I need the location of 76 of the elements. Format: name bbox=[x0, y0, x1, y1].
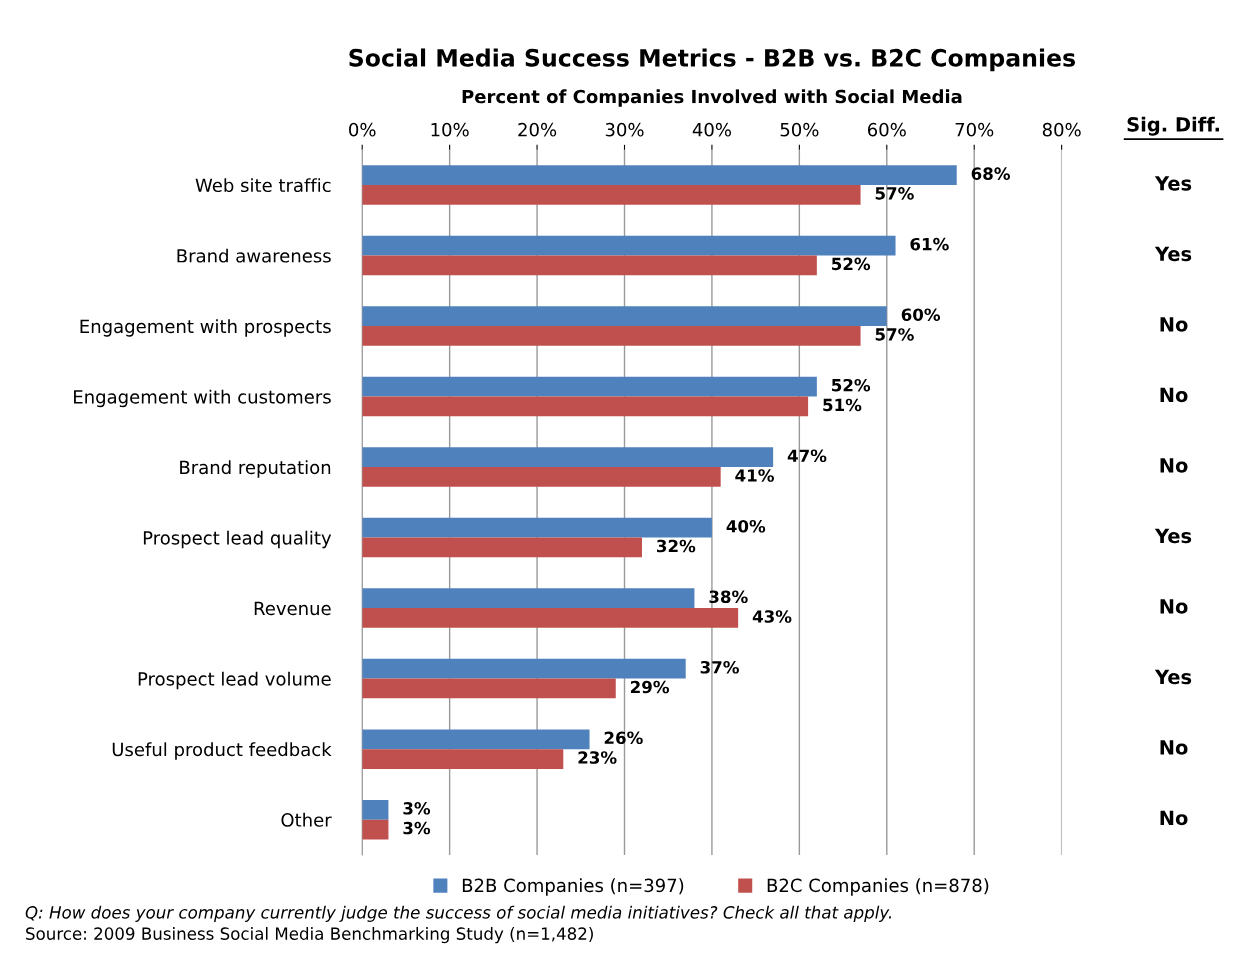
data-label: 37% bbox=[700, 660, 739, 674]
data-label: 57% bbox=[875, 187, 914, 200]
data-label: 52% bbox=[832, 378, 871, 392]
bar bbox=[362, 396, 809, 417]
y-tick-label: Prospect lead volume bbox=[138, 671, 331, 690]
data-label: 23% bbox=[578, 751, 617, 764]
text: Sig. Diff. bbox=[1127, 116, 1219, 136]
text: No bbox=[1160, 458, 1188, 473]
bar bbox=[362, 376, 817, 397]
bar bbox=[362, 608, 739, 628]
data-label: 52% bbox=[832, 257, 871, 271]
data-label: 40% bbox=[726, 519, 766, 533]
data-label: 43% bbox=[752, 610, 792, 623]
text: Yes bbox=[1154, 528, 1192, 544]
data-label: 57% bbox=[875, 328, 914, 341]
data-label: 47% bbox=[787, 449, 827, 463]
text: No bbox=[1160, 810, 1188, 826]
data-label: 26% bbox=[604, 731, 643, 745]
data-label: 3% bbox=[403, 821, 431, 835]
text: Q: How does your company currently judge the success of social media initiatives? Check all that apply. bbox=[25, 905, 892, 922]
bar bbox=[362, 326, 861, 346]
bar bbox=[362, 306, 887, 327]
text: Yes bbox=[1154, 669, 1192, 685]
x-tick-label: 20% bbox=[518, 122, 557, 137]
y-tick-label: Prospect lead quality bbox=[143, 530, 332, 549]
y-tick-label: Revenue bbox=[254, 601, 331, 616]
text: No bbox=[1160, 740, 1188, 755]
bar bbox=[362, 517, 712, 538]
x-tick-label: 0% bbox=[349, 122, 376, 137]
data-label: 60% bbox=[901, 308, 941, 321]
data-label: 3% bbox=[403, 802, 431, 815]
bar bbox=[362, 467, 721, 487]
y-tick-label: Engagement with customers bbox=[74, 389, 331, 408]
text: No bbox=[1160, 387, 1188, 403]
chart-title: Social Media Success Metrics - B2B vs. B2C Companies bbox=[349, 48, 1076, 72]
x-tick-label: 40% bbox=[692, 122, 731, 137]
bar bbox=[362, 749, 564, 769]
bar bbox=[362, 729, 590, 750]
data-label: 61% bbox=[910, 237, 949, 251]
bar bbox=[362, 799, 389, 820]
y-tick-label: Useful product feedback bbox=[112, 742, 332, 760]
x-tick-label: 80% bbox=[1042, 122, 1081, 137]
x-tick-label: 10% bbox=[431, 122, 469, 137]
bar bbox=[362, 537, 642, 558]
x-axis-title: Percent of Companies Involved with Social Media bbox=[462, 89, 962, 107]
data-label: 29% bbox=[630, 680, 670, 694]
bar bbox=[362, 184, 861, 205]
data-label: 32% bbox=[656, 539, 696, 553]
text: No bbox=[1160, 317, 1188, 332]
x-tick-label: 60% bbox=[867, 122, 906, 137]
text: Yes bbox=[1154, 246, 1192, 262]
text: Yes bbox=[1154, 176, 1192, 191]
data-label: 38% bbox=[709, 590, 748, 604]
source-note: Source: 2009 Business Social Media Benchmarking Study (n=1,482) bbox=[26, 927, 593, 944]
y-tick-label: Web site traffic bbox=[195, 178, 331, 193]
data-label: 51% bbox=[823, 398, 862, 412]
bar bbox=[362, 447, 774, 468]
text: No bbox=[1160, 599, 1188, 614]
y-tick-label: Other bbox=[281, 812, 332, 827]
bar bbox=[362, 165, 957, 185]
bar bbox=[362, 235, 896, 256]
legend-label: B2B Companies (n=397) bbox=[462, 878, 684, 896]
x-tick-label: 50% bbox=[780, 122, 819, 137]
bar bbox=[362, 588, 695, 609]
x-tick-label: 70% bbox=[955, 122, 994, 137]
y-tick-label: Brand reputation bbox=[180, 460, 331, 478]
x-tick-label: 30% bbox=[605, 122, 644, 137]
data-label: 41% bbox=[735, 469, 774, 482]
y-tick-label: Brand awareness bbox=[177, 248, 331, 263]
bar bbox=[362, 819, 389, 840]
data-label: 68% bbox=[971, 167, 1010, 180]
legend-label: B2C Companies (n=878) bbox=[767, 878, 989, 896]
bar bbox=[362, 255, 817, 276]
bar bbox=[362, 678, 616, 699]
y-tick-label: Engagement with prospects bbox=[80, 319, 331, 337]
bar bbox=[362, 658, 686, 679]
